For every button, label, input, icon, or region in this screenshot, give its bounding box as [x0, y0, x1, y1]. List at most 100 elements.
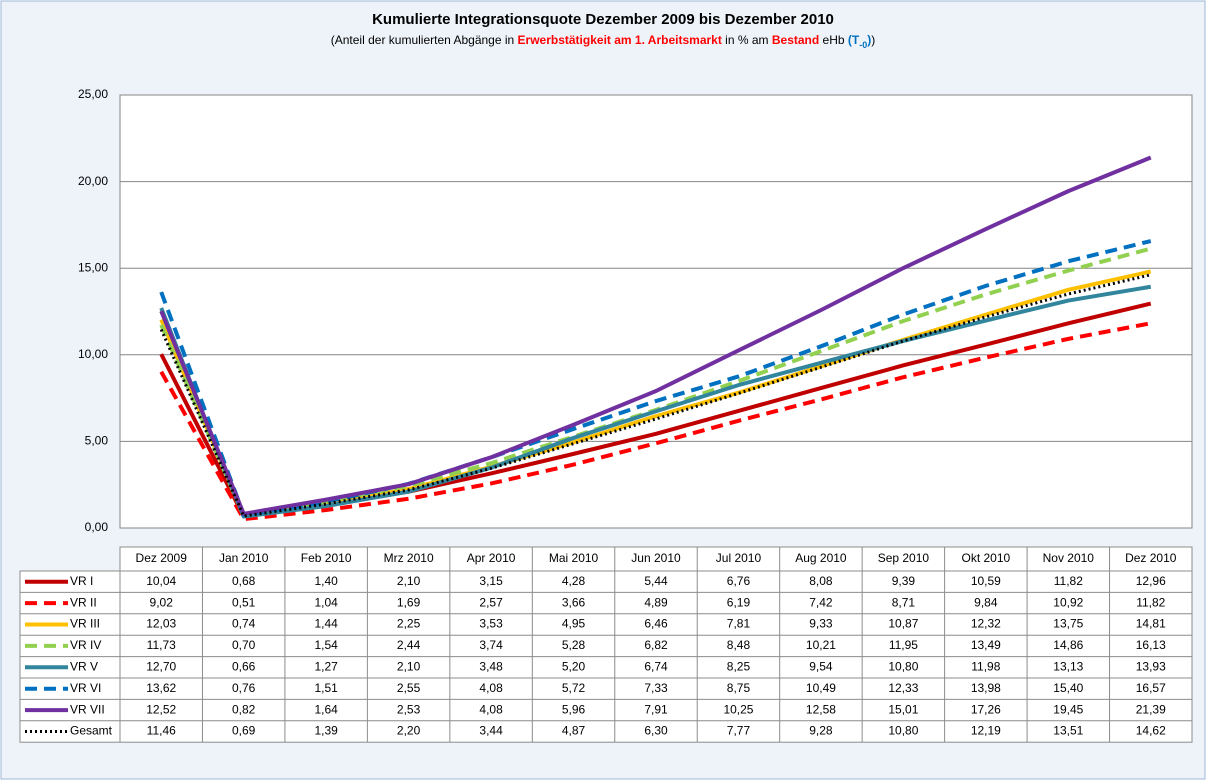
subtitle-part: (T [848, 33, 860, 47]
series-line [159, 155, 1152, 516]
x-tick-label: Aug 2010 [795, 551, 847, 565]
table-cell: 11,46 [147, 724, 176, 738]
legend-label: VR III [70, 617, 100, 631]
table-cell: 10,80 [888, 724, 918, 738]
table-cell: 10,21 [806, 638, 836, 652]
table-cell: 13,51 [1053, 724, 1083, 738]
table-cell: 7,42 [809, 595, 833, 609]
table-cell: 10,49 [806, 681, 836, 695]
x-tick-label: Nov 2010 [1043, 551, 1095, 565]
series-line [159, 239, 1152, 517]
table-cell: 3,44 [479, 724, 503, 738]
table-cell: 4,08 [479, 702, 503, 716]
table-cell: 13,98 [971, 681, 1001, 695]
table-cell: 1,04 [314, 595, 338, 609]
series-line [159, 321, 1152, 522]
subtitle-part: -0 [859, 40, 867, 50]
table-cell: 11,82 [1054, 574, 1083, 588]
plot-border [119, 94, 1193, 529]
table-cell: 8,71 [892, 595, 916, 609]
x-tick-label: Jun 2010 [631, 551, 681, 565]
subtitle-part: Bestand [772, 33, 819, 47]
table-cell: 1,40 [314, 574, 338, 588]
table-cell: 11,82 [1136, 595, 1165, 609]
table-cell: 3,15 [479, 574, 503, 588]
series-line [159, 284, 1152, 519]
table-cell: 2,53 [397, 702, 421, 716]
y-tick-label: 15,00 [78, 260, 108, 274]
table-cell: 8,25 [727, 659, 751, 673]
table-cell: 13,49 [971, 638, 1001, 652]
table-cell: 12,19 [971, 724, 1001, 738]
table-cell: 10,92 [1053, 595, 1083, 609]
table-cell: 8,75 [727, 681, 751, 695]
table-cell: 16,13 [1136, 638, 1166, 652]
y-tick-label: 20,00 [78, 174, 108, 188]
table-cell: 16,57 [1136, 681, 1166, 695]
table-cell: 12,33 [888, 681, 918, 695]
table-cell: 1,69 [397, 595, 421, 609]
table-cell: 7,77 [727, 724, 751, 738]
subtitle-part: ) [867, 33, 871, 47]
subtitle-part: Erwerbstätigkeit am 1. Arbeitsmarkt [518, 33, 722, 47]
table-cell: 1,39 [314, 724, 338, 738]
table-cell: 4,95 [562, 617, 586, 631]
table-cell: 10,59 [971, 574, 1001, 588]
table-cell: 10,80 [888, 659, 918, 673]
table-cell: 14,62 [1136, 724, 1166, 738]
x-tick-label: Jan 2010 [219, 551, 269, 565]
table-cell: 2,57 [479, 595, 503, 609]
x-tick-label: Mai 2010 [549, 551, 599, 565]
table-cell: 0,66 [232, 659, 256, 673]
table-cell: 4,89 [644, 595, 668, 609]
table-cell: 0,74 [232, 617, 256, 631]
table-cell: 1,44 [314, 617, 338, 631]
table-cell: 10,25 [723, 702, 753, 716]
table-cell: 15,01 [888, 702, 918, 716]
table-cell: 7,91 [644, 702, 668, 716]
table-cell: 13,93 [1136, 659, 1166, 673]
x-tick-label: Feb 2010 [301, 551, 352, 565]
table-cell: 5,28 [562, 638, 586, 652]
table-cell: 0,76 [232, 681, 256, 695]
table-cell: 9,28 [809, 724, 833, 738]
table-cell: 12,52 [146, 702, 176, 716]
x-tick-label: Mrz 2010 [384, 551, 434, 565]
table-cell: 3,74 [479, 638, 503, 652]
table-cell: 9,84 [974, 595, 998, 609]
table-cell: 5,72 [562, 681, 586, 695]
table-cell: 12,70 [146, 659, 176, 673]
table-cell: 13,62 [146, 681, 176, 695]
table-cell: 8,48 [727, 638, 751, 652]
legend-label: VR II [70, 595, 97, 609]
x-tick-label: Jul 2010 [716, 551, 762, 565]
table-cell: 6,30 [644, 724, 668, 738]
table-cell: 2,10 [397, 574, 421, 588]
table-cell: 13,75 [1053, 617, 1083, 631]
subtitle-part: ) [871, 33, 875, 47]
table-cell: 11,95 [889, 638, 918, 652]
table-cell: 4,28 [562, 574, 586, 588]
table-cell: 6,76 [727, 574, 751, 588]
table-cell: 9,02 [150, 595, 174, 609]
x-tick-label: Okt 2010 [961, 551, 1010, 565]
table-cell: 2,55 [397, 681, 421, 695]
plot-area [120, 95, 1192, 528]
y-tick-label: 25,00 [78, 87, 108, 101]
table-cell: 6,82 [644, 638, 668, 652]
table-cell: 4,87 [562, 724, 586, 738]
x-tick-label: Dez 2009 [136, 551, 188, 565]
table-cell: 6,19 [727, 595, 751, 609]
table-cell: 7,81 [727, 617, 751, 631]
x-tick-label: Dez 2010 [1125, 551, 1177, 565]
table-cell: 2,10 [397, 659, 421, 673]
table-cell: 1,64 [314, 702, 338, 716]
table-cell: 0,51 [232, 595, 256, 609]
table-cell: 2,20 [397, 724, 421, 738]
table-cell: 3,66 [562, 595, 586, 609]
table-cell: 10,87 [888, 617, 918, 631]
chart-subtitle: (Anteil der kumulierten Abgänge in Erwer… [331, 33, 875, 50]
legend-label: VR V [70, 659, 98, 673]
table-cell: 6,74 [644, 659, 668, 673]
